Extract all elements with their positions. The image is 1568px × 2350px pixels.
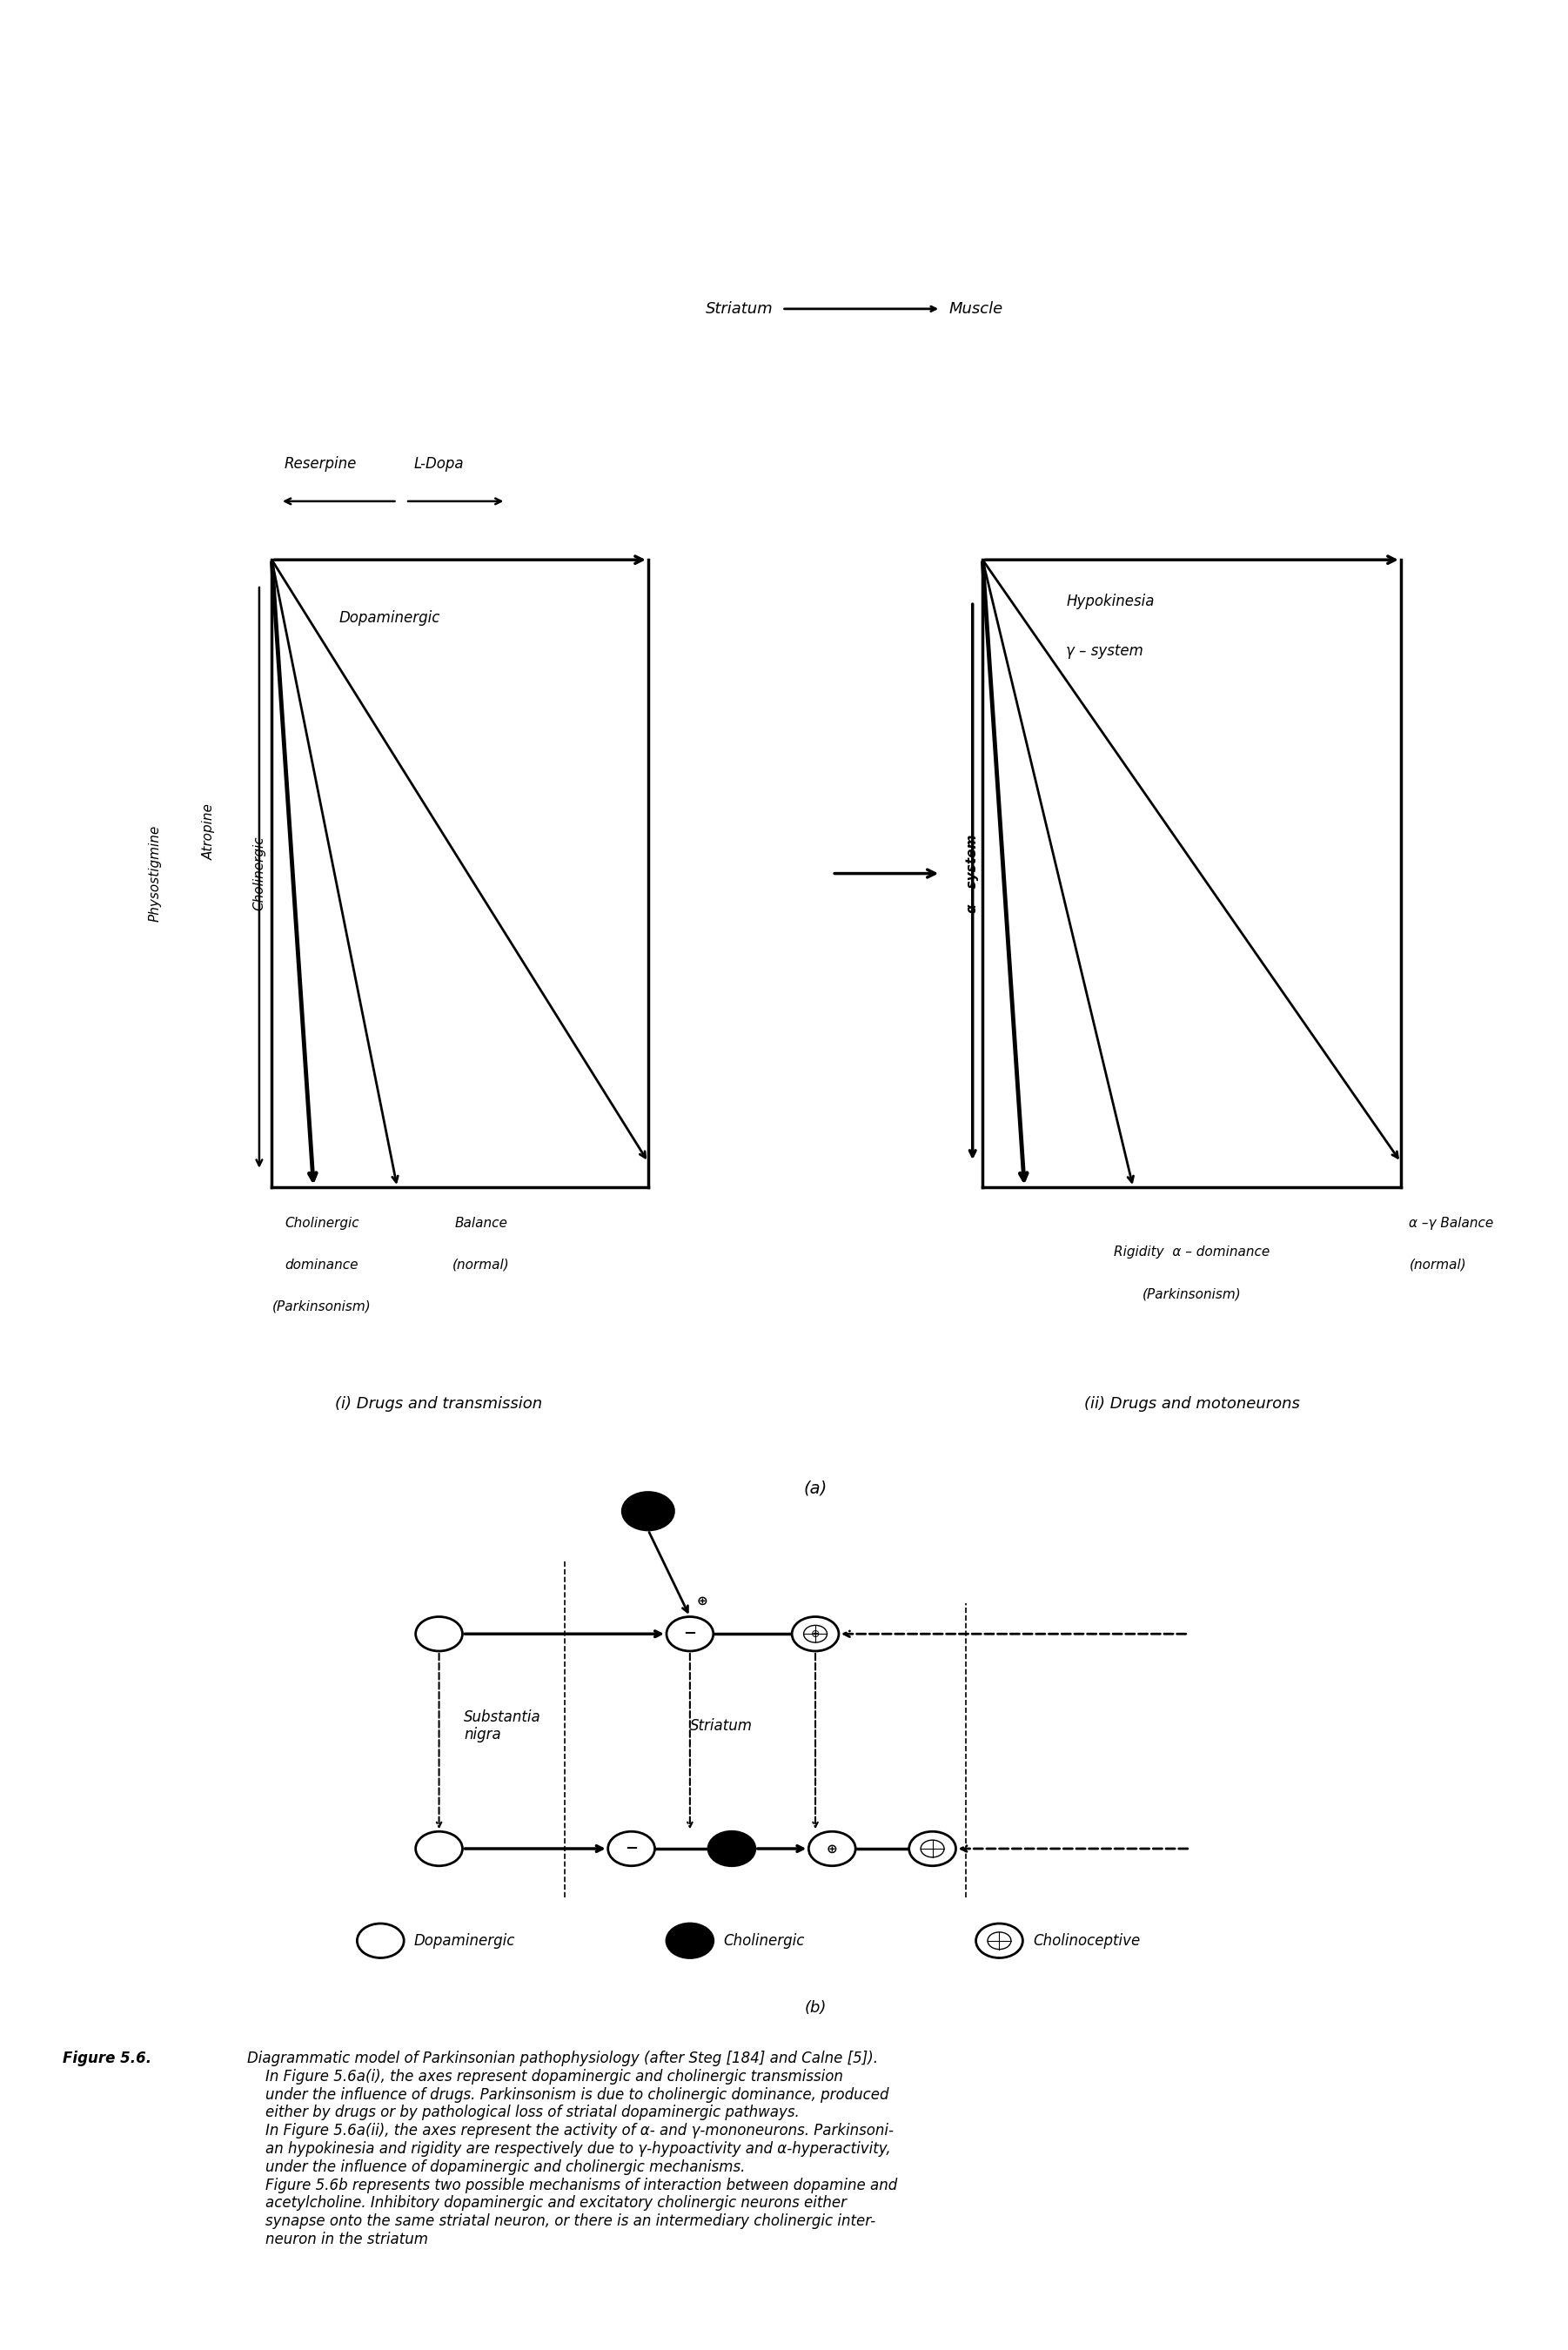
Circle shape [909,1831,956,1866]
Text: dominance: dominance [285,1257,359,1271]
Circle shape [804,1626,826,1643]
Text: Figure 5.6.: Figure 5.6. [63,2052,152,2066]
Text: Dopaminergic: Dopaminergic [339,611,441,625]
Circle shape [809,1831,856,1866]
Text: Cholinergic: Cholinergic [285,1217,359,1229]
Circle shape [988,1932,1011,1948]
Text: Diagrammatic model of Parkinsonian pathophysiology (after Steg [184] and Calne [: Diagrammatic model of Parkinsonian patho… [246,2052,897,2247]
Text: (a): (a) [803,1480,828,1497]
Text: ⊕: ⊕ [826,1842,837,1854]
Circle shape [792,1617,839,1652]
Text: Reserpine: Reserpine [284,456,358,472]
Text: ⊕: ⊕ [811,1629,820,1640]
Text: (i) Drugs and transmission: (i) Drugs and transmission [336,1396,543,1412]
Circle shape [416,1617,463,1652]
Text: Rigidity  α – dominance: Rigidity α – dominance [1113,1246,1270,1260]
Text: Substantia
nigra: Substantia nigra [464,1708,541,1744]
Circle shape [666,1617,713,1652]
Circle shape [920,1840,944,1856]
Circle shape [622,1492,674,1530]
Circle shape [975,1925,1022,1958]
Circle shape [709,1831,756,1866]
Text: (b): (b) [804,2000,826,2016]
Text: α –γ Balance: α –γ Balance [1410,1217,1494,1229]
Text: Hypokinesia: Hypokinesia [1066,592,1154,609]
Text: Physostigmine: Physostigmine [149,825,162,921]
Text: Cholinergic: Cholinergic [252,837,265,912]
Text: L-Dopa: L-Dopa [414,456,464,472]
Text: Balance: Balance [455,1217,508,1229]
Circle shape [358,1925,405,1958]
Text: −: − [624,1840,638,1856]
Text: γ – system: γ – system [1066,644,1143,658]
Text: (normal): (normal) [1410,1257,1466,1271]
Circle shape [416,1831,463,1866]
Text: (Parkinsonism): (Parkinsonism) [273,1300,372,1314]
Circle shape [666,1925,713,1958]
Text: ⊕: ⊕ [696,1593,709,1607]
Text: Muscle: Muscle [949,301,1004,317]
Text: Atropine: Atropine [202,804,215,860]
Text: α – system: α – system [966,834,978,912]
Text: (normal): (normal) [452,1257,510,1271]
Text: Cholinergic: Cholinergic [723,1932,804,1948]
Text: Dopaminergic: Dopaminergic [414,1932,516,1948]
Circle shape [608,1831,655,1866]
Text: −: − [684,1626,696,1643]
Text: Striatum: Striatum [706,301,773,317]
Text: (ii) Drugs and motoneurons: (ii) Drugs and motoneurons [1083,1396,1300,1412]
Text: Striatum: Striatum [690,1718,753,1734]
Text: (Parkinsonism): (Parkinsonism) [1142,1288,1242,1300]
Text: Cholinoceptive: Cholinoceptive [1033,1932,1140,1948]
